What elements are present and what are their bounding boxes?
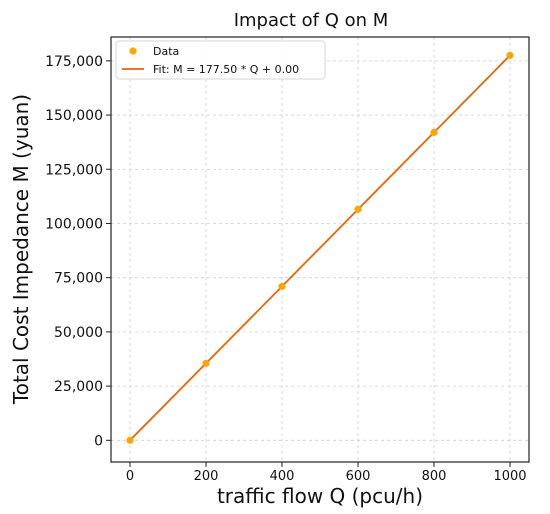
series-layer (126, 51, 514, 444)
x-axis: 0 200 400 600 800 1000 (126, 462, 527, 484)
fit-line (129, 54, 511, 441)
chart-title: Impact of Q on M (234, 10, 389, 31)
data-point (506, 51, 514, 60)
y-tick-label: 175,000 (45, 54, 103, 70)
y-tick-label: 75,000 (54, 271, 103, 287)
x-tick-label: 800 (422, 469, 447, 484)
data-point (354, 205, 362, 213)
legend: Data Fit: M = 177.50 * Q + 0.00 (115, 40, 326, 80)
x-axis-label: traffic flow Q (pcu/h) (217, 484, 423, 508)
y-tick-label: 0 (94, 433, 103, 449)
legend-marker-data (129, 47, 137, 55)
grid (111, 37, 529, 462)
y-axis-label: Total Cost Impedance M (yuan) (9, 94, 33, 405)
y-axis: 0 25,000 50,000 75,000 100,000 125,000 150,000… (45, 54, 111, 449)
data-point (430, 128, 438, 137)
data-point (278, 282, 286, 290)
y-tick-label: 150,000 (45, 108, 103, 124)
plot-area (110, 36, 530, 463)
legend-box (115, 40, 326, 80)
legend-label: Fit: M = 177.50 * Q + 0.00 (153, 63, 299, 76)
x-tick-label: 0 (126, 469, 134, 484)
x-tick-label: 1000 (493, 469, 526, 484)
y-tick-label: 50,000 (54, 325, 103, 341)
legend-label: Data (153, 45, 179, 58)
y-tick-label: 125,000 (45, 162, 103, 178)
data-point (126, 436, 134, 444)
x-tick-label: 400 (270, 469, 295, 484)
y-tick-label: 25,000 (54, 379, 103, 395)
y-tick-label: 100,000 (45, 216, 103, 232)
data-point (202, 359, 210, 367)
x-tick-label: 200 (194, 469, 219, 484)
x-tick-label: 600 (346, 469, 371, 484)
